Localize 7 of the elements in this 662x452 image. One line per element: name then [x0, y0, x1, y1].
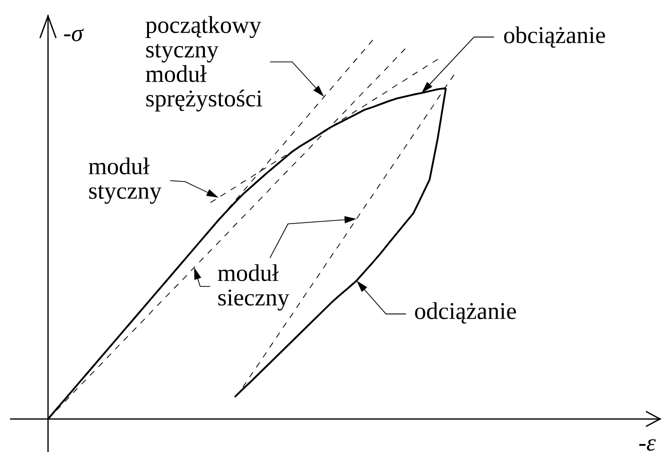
- text: obciążanie: [504, 26, 605, 48]
- y-axis-title: -σ: [64, 28, 84, 42]
- annotation: odciążanie: [415, 302, 516, 324]
- annotation: moduł sieczny: [218, 264, 290, 311]
- text: -ε: [639, 439, 656, 451]
- annotation: moduł styczny: [88, 157, 162, 204]
- annotation: początkowy styczny moduł sprężystości: [146, 16, 262, 112]
